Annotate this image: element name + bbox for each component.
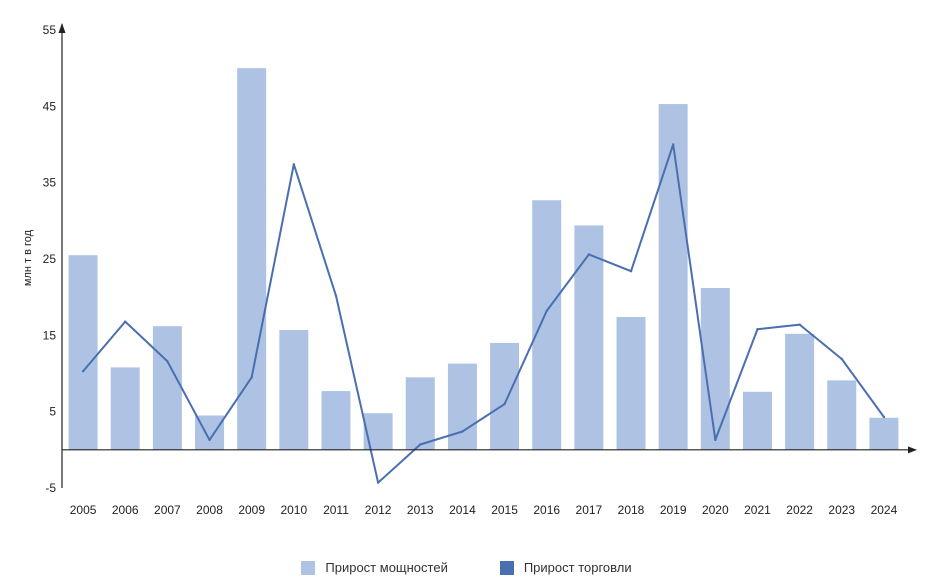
line-point-2017	[587, 253, 591, 256]
bar-2023	[827, 380, 857, 450]
x-tick-label: 2024	[871, 503, 898, 517]
line-point-2005	[81, 370, 85, 373]
legend-swatch-trade	[499, 560, 514, 575]
legend: Прирост мощностей Прирост торговли	[0, 560, 933, 575]
bar-2014	[447, 363, 477, 450]
line-point-2008	[208, 438, 211, 442]
x-tick-label: 2007	[154, 503, 181, 517]
x-tick-label: 2016	[533, 503, 560, 517]
trade-line	[82, 143, 885, 484]
y-tick-label: 45	[43, 99, 57, 113]
y-axis-arrow	[58, 23, 66, 33]
x-tick-label: 2009	[238, 503, 265, 517]
y-tick-labels: -5 5 15 25 35 45 55	[43, 23, 57, 495]
bar-2021	[742, 391, 772, 450]
bar-2006	[110, 367, 140, 450]
line-point-2013	[419, 443, 422, 446]
line-point-2018	[629, 270, 633, 273]
legend-label-capacity: Прирост мощностей	[325, 560, 448, 575]
y-tick-label: 25	[43, 252, 57, 266]
x-tick-label: 2012	[365, 503, 392, 517]
bar-2010	[279, 329, 309, 450]
line-point-2016	[545, 309, 548, 313]
bar-2024	[869, 417, 899, 450]
x-tick-label: 2014	[449, 503, 476, 517]
line-point-2023	[840, 357, 843, 361]
x-tick-label: 2021	[744, 503, 771, 517]
line-series-trade	[81, 143, 886, 484]
legend-item-trade: Прирост торговли	[499, 560, 632, 575]
line-point-2006	[124, 320, 127, 323]
x-tick-label: 2015	[491, 503, 518, 517]
line-point-2011	[334, 294, 338, 297]
legend-item-capacity: Прирост мощностей	[301, 560, 448, 575]
line-point-2010	[292, 163, 296, 166]
x-tick-label: 2005	[70, 503, 97, 517]
line-point-2019	[671, 143, 675, 146]
bar-2022	[785, 333, 815, 450]
y-tick-label: 35	[43, 176, 57, 190]
y-axis-title: млн т в год	[22, 229, 34, 286]
bar-2007	[152, 326, 182, 450]
x-axis-arrow	[908, 446, 917, 454]
bar-2018	[616, 317, 646, 450]
x-tick-label: 2006	[112, 503, 139, 517]
bar-2011	[321, 391, 351, 450]
line-point-2021	[756, 328, 759, 331]
bar-2017	[574, 225, 604, 450]
x-tick-label: 2010	[280, 503, 307, 517]
legend-label-trade: Прирост торговли	[523, 560, 632, 575]
bar-2013	[405, 377, 435, 450]
bar-series-capacity	[68, 68, 899, 450]
x-tick-label: 2017	[576, 503, 603, 517]
x-tick-label: 2019	[660, 503, 687, 517]
line-point-2020	[714, 438, 717, 442]
x-tick-label: 2018	[618, 503, 645, 517]
y-tick-label: 15	[43, 328, 57, 342]
line-point-2014	[461, 430, 464, 433]
x-tick-labels: 2005 2006 2007 2008 2009 2010 2011 2012 2013 2014…	[70, 503, 898, 517]
x-tick-label: 2022	[786, 503, 813, 517]
y-tick-label: -5	[45, 481, 56, 495]
bar-2016	[532, 200, 562, 450]
line-point-2024	[882, 415, 886, 419]
line-point-2012	[376, 481, 380, 484]
line-point-2015	[503, 402, 506, 406]
legend-swatch-capacity	[301, 560, 316, 575]
x-tick-label: 2011	[323, 503, 349, 517]
axes	[58, 23, 917, 488]
bar-2015	[490, 342, 520, 450]
x-tick-label: 2013	[407, 503, 434, 517]
y-tick-label: 55	[43, 23, 57, 37]
line-point-2009	[250, 376, 253, 379]
bar-2005	[68, 255, 98, 450]
line-point-2007	[166, 360, 169, 363]
line-point-2022	[798, 323, 801, 326]
bar-2012	[363, 413, 393, 450]
y-tick-label: 5	[49, 405, 56, 419]
x-tick-label: 2020	[702, 503, 729, 517]
bar-2009	[237, 68, 267, 450]
bar-2019	[658, 104, 688, 450]
x-tick-label: 2008	[196, 503, 223, 517]
x-tick-label: 2023	[828, 503, 855, 517]
